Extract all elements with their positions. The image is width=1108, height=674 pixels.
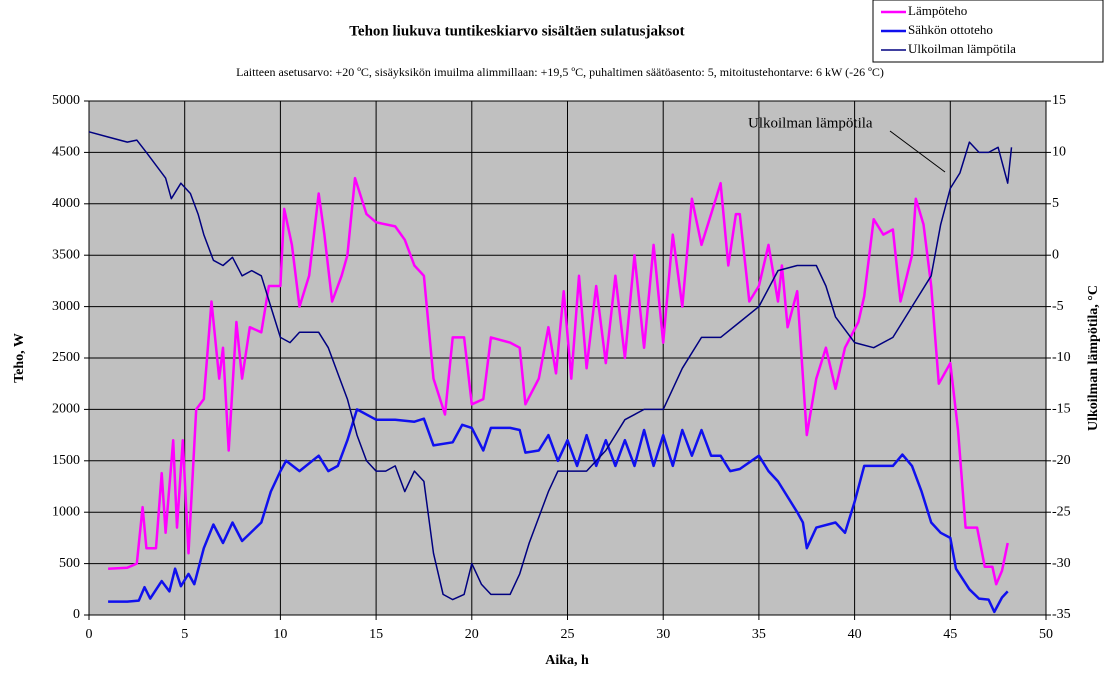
y2-tick-label: 0	[1052, 247, 1059, 262]
x-tick-label: 50	[1039, 627, 1053, 642]
y2-tick-label: -15	[1052, 402, 1071, 417]
y-tick-label: 1500	[52, 453, 80, 468]
x-tick-label: 20	[465, 627, 479, 642]
legend-label: Sähkön ottoteho	[908, 22, 993, 37]
x-tick-label: 35	[752, 627, 766, 642]
x-tick-label: 45	[943, 627, 957, 642]
annotation-pointer	[889, 130, 946, 173]
series-line	[108, 408, 1009, 614]
x-tick-label: 0	[86, 627, 93, 642]
x-tick-label: 15	[369, 627, 383, 642]
series-line	[88, 131, 1013, 601]
y-tick-label: 3000	[52, 299, 80, 314]
y-tick-label: 3500	[52, 247, 80, 262]
x-tick-label: 25	[561, 627, 575, 642]
y2-tick-label: 5	[1052, 196, 1059, 211]
legend-box	[872, 0, 1104, 63]
y-tick-label: 4500	[52, 145, 80, 160]
x-tick-label: 30	[656, 627, 670, 642]
annotation: Ulkoilman lämpötila	[748, 115, 873, 131]
y-tick-label: 2000	[52, 402, 80, 417]
y2-tick-label: -20	[1052, 453, 1071, 468]
y-tick-label: 5000	[52, 93, 80, 108]
series-line	[108, 176, 1009, 586]
chart-subtitle: Laitteen asetusarvo: +20 ºC, sisäyksikön…	[236, 65, 884, 79]
x-tick-label: 40	[848, 627, 862, 642]
y2-tick-label: 10	[1052, 145, 1066, 160]
y2-tick-label: 15	[1052, 93, 1066, 108]
y-axis-label: Teho, W	[12, 333, 27, 383]
y2-axis-label: Ulkoilman lämpötila, °C	[1086, 285, 1101, 431]
y-tick-label: 4000	[52, 196, 80, 211]
y2-tick-label: -30	[1052, 556, 1071, 571]
y-tick-label: 0	[73, 607, 80, 622]
legend-label: Lämpöteho	[908, 3, 967, 18]
chart-title: Tehon liukuva tuntikeskiarvo sisältäen s…	[349, 23, 684, 39]
y-tick-label: 1000	[52, 504, 80, 519]
y2-tick-label: -35	[1052, 607, 1071, 622]
y-tick-label: 500	[59, 556, 80, 571]
x-tick-label: 10	[273, 627, 287, 642]
legend-label: Ulkoilman lämpötila	[908, 41, 1016, 56]
y-tick-label: 2500	[52, 350, 80, 365]
x-axis-label: Aika, h	[545, 653, 589, 668]
y2-tick-label: -5	[1052, 299, 1064, 314]
x-tick-label: 5	[181, 627, 188, 642]
y2-tick-label: -10	[1052, 350, 1071, 365]
y2-tick-label: -25	[1052, 504, 1071, 519]
